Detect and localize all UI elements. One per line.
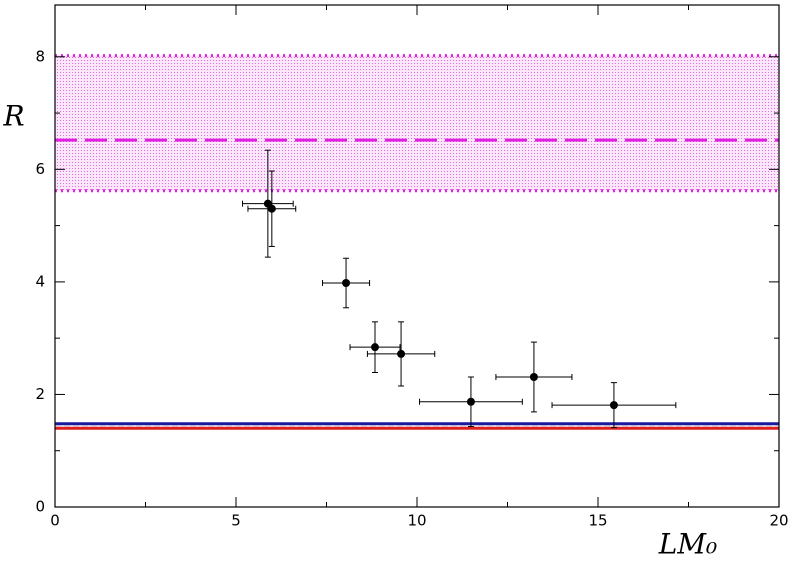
y-tick-label: 4 bbox=[35, 272, 45, 290]
band bbox=[55, 55, 779, 191]
point bbox=[529, 372, 538, 381]
x-axis-label: LM₀ bbox=[658, 528, 718, 561]
point bbox=[397, 349, 406, 358]
point bbox=[342, 279, 351, 288]
point bbox=[371, 343, 380, 352]
y-tick-label: 6 bbox=[35, 160, 45, 178]
y-tick-label: 0 bbox=[35, 498, 45, 516]
y-tick-label: 8 bbox=[35, 47, 45, 65]
x-tick-label: 15 bbox=[588, 512, 607, 530]
point bbox=[609, 401, 618, 410]
y-axis-label: R bbox=[2, 100, 24, 133]
y-tick-label: 2 bbox=[35, 385, 45, 403]
x-tick-label: 5 bbox=[231, 512, 241, 530]
point bbox=[267, 204, 276, 213]
x-tick-label: 10 bbox=[407, 512, 426, 530]
x-tick-label: 20 bbox=[769, 512, 788, 530]
point bbox=[466, 397, 475, 406]
x-tick-label: 0 bbox=[50, 512, 60, 530]
